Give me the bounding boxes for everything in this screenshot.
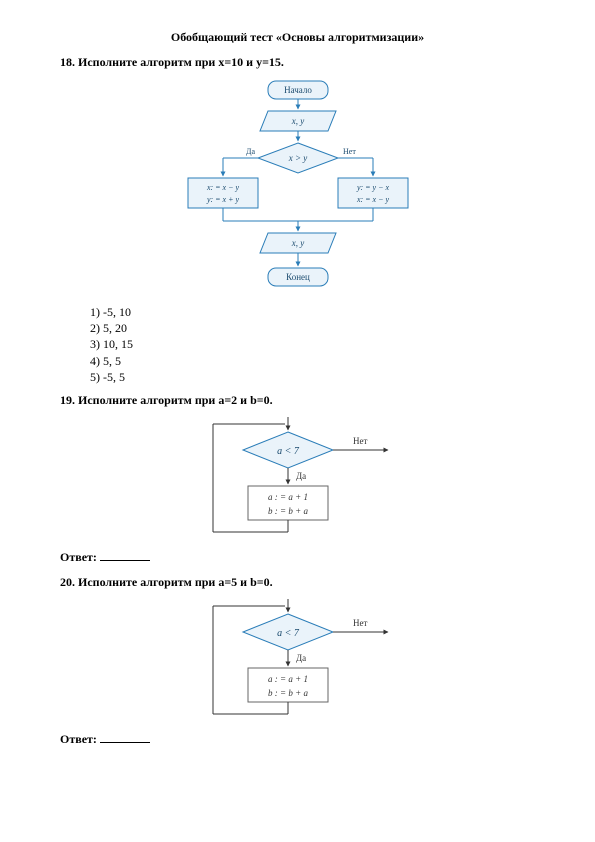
q18-prompt: 18. Исполните алгоритм при x=10 и y=15. bbox=[60, 55, 535, 70]
q18-answer-1: 1) -5, 10 bbox=[90, 304, 535, 320]
svg-text:Да: Да bbox=[296, 653, 306, 663]
q18-answer-2: 2) 5, 20 bbox=[90, 320, 535, 336]
svg-text:Нет: Нет bbox=[353, 436, 367, 446]
svg-text:Начало: Начало bbox=[284, 85, 312, 95]
svg-text:Конец: Конец bbox=[286, 272, 310, 282]
svg-text:x > y: x > y bbox=[287, 153, 307, 163]
q18-answer-5: 5) -5, 5 bbox=[90, 369, 535, 385]
q20-prompt: 20. Исполните алгоритм при a=5 и b=0. bbox=[60, 575, 535, 590]
q18-answers: 1) -5, 10 2) 5, 20 3) 10, 15 4) 5, 5 5) … bbox=[90, 304, 535, 385]
svg-text:Да: Да bbox=[296, 471, 306, 481]
q20-answer-blank[interactable] bbox=[100, 732, 150, 743]
svg-text:a < 7: a < 7 bbox=[277, 446, 300, 457]
q18-answer-3: 3) 10, 15 bbox=[90, 336, 535, 352]
svg-text:Нет: Нет bbox=[343, 147, 356, 156]
q20-flowchart: a < 7 Нет Да a : = a + 1 b : = b + a bbox=[60, 596, 535, 726]
q18-flowchart: Начало x, y x > y Да Нет x: = x − y y: =… bbox=[60, 76, 535, 296]
svg-text:a < 7: a < 7 bbox=[277, 628, 300, 639]
q20-answer-line: Ответ: bbox=[60, 732, 535, 747]
svg-text:Да: Да bbox=[246, 147, 255, 156]
svg-text:x, y: x, y bbox=[290, 238, 304, 248]
page-header: Обобщающий тест «Основы алгоритмизации» bbox=[60, 30, 535, 45]
svg-text:y: = y − x: y: = y − x bbox=[355, 183, 389, 192]
q19-flowchart: a < 7 Нет Да a : = a + 1 b : = b + a bbox=[60, 414, 535, 544]
svg-text:x, y: x, y bbox=[290, 116, 304, 126]
q18-answer-4: 4) 5, 5 bbox=[90, 353, 535, 369]
svg-text:x: = x − y: x: = x − y bbox=[355, 195, 389, 204]
q19-answer-line: Ответ: bbox=[60, 550, 535, 565]
q20-answer-label: Ответ: bbox=[60, 732, 97, 746]
svg-text:x: = x − y: x: = x − y bbox=[205, 183, 239, 192]
svg-text:a : = a + 1: a : = a + 1 bbox=[268, 492, 308, 502]
svg-text:Нет: Нет bbox=[353, 618, 367, 628]
svg-text:b : = b + a: b : = b + a bbox=[268, 506, 308, 516]
q19-prompt: 19. Исполните алгоритм при a=2 и b=0. bbox=[60, 393, 535, 408]
q19-answer-blank[interactable] bbox=[100, 550, 150, 561]
svg-text:a : = a + 1: a : = a + 1 bbox=[268, 674, 308, 684]
svg-text:b : = b + a: b : = b + a bbox=[268, 688, 308, 698]
svg-text:y: = x + y: y: = x + y bbox=[205, 195, 239, 204]
q19-answer-label: Ответ: bbox=[60, 550, 97, 564]
